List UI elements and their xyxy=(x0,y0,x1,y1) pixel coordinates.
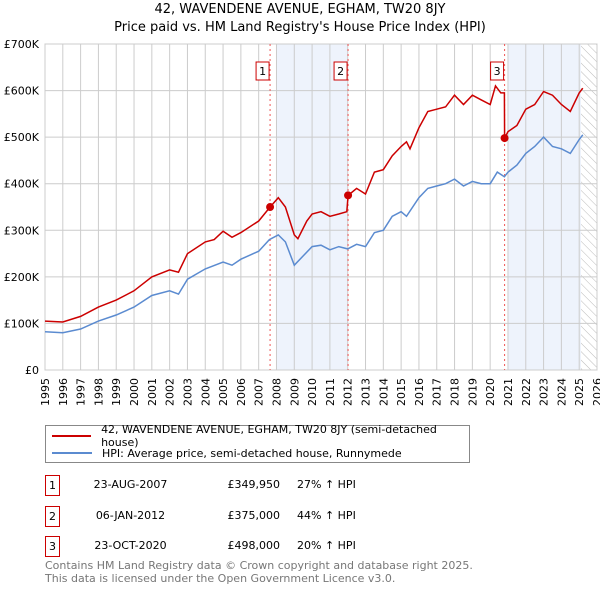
x-tick-label: 2025 xyxy=(573,378,586,406)
x-tick-label: 1996 xyxy=(57,378,70,406)
sale-date: 23-OCT-2020 xyxy=(94,539,167,552)
x-tick-label: 2005 xyxy=(217,378,230,406)
legend-item-price: 42, WAVENDENE AVENUE, EGHAM, TW20 8JY (s… xyxy=(46,423,469,449)
x-tick-label: 1995 xyxy=(39,378,52,406)
plot-border xyxy=(44,43,598,371)
sale-hpi-diff: 20% ↑ HPI xyxy=(297,539,356,552)
x-tick-label: 2018 xyxy=(449,378,462,406)
legend-label-hpi: HPI: Average price, semi-detached house,… xyxy=(102,446,402,460)
sale-label-box xyxy=(255,61,270,81)
sale-row: 3 23-OCT-2020 £498,000 20% ↑ HPI xyxy=(45,536,465,557)
sale-label: 1 xyxy=(259,65,266,78)
x-tick-label: 2012 xyxy=(342,378,355,406)
sale-row: 2 06-JAN-2012 £375,000 44% ↑ HPI xyxy=(45,505,465,527)
sale-point xyxy=(500,134,509,143)
x-tick-label: 1998 xyxy=(92,378,105,406)
x-tick-label: 2015 xyxy=(395,378,408,406)
x-tick-label: 2019 xyxy=(466,378,479,406)
hpi-line xyxy=(44,134,584,334)
sale-point xyxy=(344,191,353,200)
x-tick-label: 2024 xyxy=(555,378,568,406)
shaded-period xyxy=(507,44,581,370)
chart-subtitle: Price paid vs. HM Land Registry's House … xyxy=(114,20,486,35)
legend: 42, WAVENDENE AVENUE, EGHAM, TW20 8JY (s… xyxy=(45,423,470,463)
y-tick-label: £500K xyxy=(4,131,40,144)
legend-label-price: 42, WAVENDENE AVENUE, EGHAM, TW20 8JY (s… xyxy=(101,423,437,449)
x-tick-label: 2009 xyxy=(288,378,301,406)
x-tick-label: 2010 xyxy=(306,378,319,406)
x-tick-label: 2026 xyxy=(591,378,600,406)
legend-swatch-hpi xyxy=(52,452,92,454)
x-tick-label: 2023 xyxy=(538,378,551,406)
x-tick-label: 2014 xyxy=(377,378,390,406)
x-tick-label: 2007 xyxy=(253,378,266,406)
x-tick-label: 2008 xyxy=(270,378,283,406)
sale-date: 06-JAN-2012 xyxy=(95,508,166,522)
x-tick-label: 2016 xyxy=(413,378,426,406)
sale-row: 1 23-AUG-2007 £349,950 27% ↑ HPI xyxy=(45,475,465,496)
legend-swatch-price xyxy=(52,435,92,437)
sale-label-box xyxy=(333,61,348,81)
x-tick-label: 2011 xyxy=(324,378,337,406)
sale-label: 2 xyxy=(337,65,344,78)
x-tick-label: 2017 xyxy=(431,378,444,406)
x-tick-label: 2022 xyxy=(520,378,533,406)
x-tick-label: 2001 xyxy=(146,378,159,406)
sale-price: £375,000 xyxy=(227,508,281,522)
x-tick-label: 2000 xyxy=(128,378,141,406)
sale-point xyxy=(266,203,275,212)
sale-price: £498,000 xyxy=(227,539,281,552)
x-tick-label: 1997 xyxy=(75,378,88,406)
footer-copyright: Contains HM Land Registry data © Crown c… xyxy=(45,559,473,572)
x-tick-label: 2003 xyxy=(181,378,194,406)
sale-hpi-diff: 44% ↑ HPI xyxy=(297,508,356,522)
legend-item-hpi: HPI: Average price, semi-detached house,… xyxy=(46,445,402,461)
x-tick-label: 2006 xyxy=(235,378,248,406)
x-tick-label: 2020 xyxy=(484,378,497,406)
forecast-hatch xyxy=(580,44,597,370)
y-tick-label: £0 xyxy=(25,364,39,377)
x-tick-label: 2004 xyxy=(199,378,212,406)
sale-price: £349,950 xyxy=(227,478,281,491)
x-tick-label: 2002 xyxy=(164,378,177,406)
footer-licence: This data is licensed under the Open Gov… xyxy=(45,572,396,585)
price-chart: £0 £100K £200K £300K £400K £500K £600K £700K 19… xyxy=(4,38,600,406)
sale-label-box xyxy=(490,61,505,81)
sale-label: 3 xyxy=(494,65,501,78)
sale-number: 1 xyxy=(45,475,60,496)
y-tick-label: £400K xyxy=(4,178,40,191)
sale-number: 3 xyxy=(45,536,60,557)
y-tick-label: £300K xyxy=(4,224,40,237)
sale-hpi-diff: 27% ↑ HPI xyxy=(297,478,356,491)
y-tick-label: £100K xyxy=(4,317,40,330)
x-tick-label: 2013 xyxy=(360,378,373,406)
chart-title: 42, WAVENDENE AVENUE, EGHAM, TW20 8JY xyxy=(154,2,446,17)
sale-date: 23-AUG-2007 xyxy=(93,478,168,491)
x-tick-label: 2021 xyxy=(502,378,515,406)
y-tick-label: £700K xyxy=(4,38,40,51)
y-tick-label: £200K xyxy=(4,271,40,284)
sale-number: 2 xyxy=(45,505,60,527)
y-tick-label: £600K xyxy=(4,85,40,98)
x-tick-label: 1999 xyxy=(110,378,123,406)
